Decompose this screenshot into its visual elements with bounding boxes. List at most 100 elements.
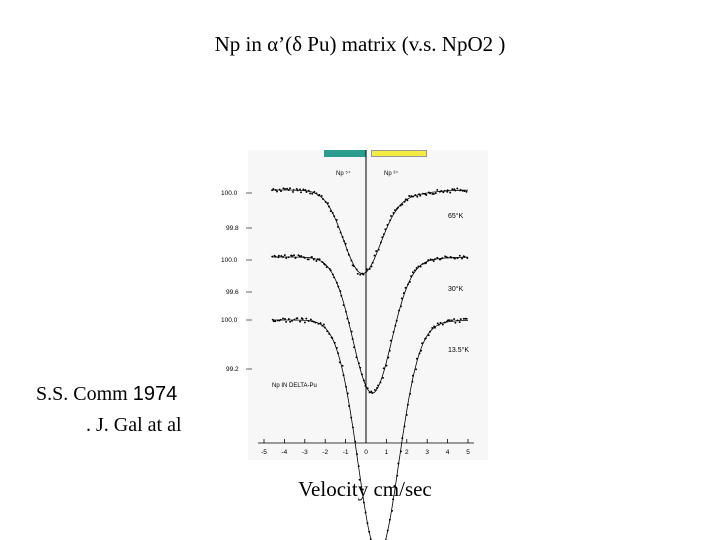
x-tick-label-10: 5 xyxy=(466,449,470,456)
data-point-s1 xyxy=(280,190,282,193)
data-point-s3 xyxy=(421,342,424,345)
x-tick-label-3: -2 xyxy=(322,449,328,456)
data-point-s1 xyxy=(414,194,417,197)
data-point-s1 xyxy=(375,250,378,253)
data-point-s2 xyxy=(389,339,392,342)
data-point-s3 xyxy=(282,317,284,320)
data-point-s3 xyxy=(458,321,461,324)
data-point-s3 xyxy=(285,320,288,323)
series-label-1: 65°K xyxy=(448,212,464,220)
data-point-s1 xyxy=(442,191,445,194)
data-point-s2 xyxy=(432,260,435,262)
data-point-s3 xyxy=(276,319,279,322)
data-point-s1 xyxy=(381,236,384,239)
data-point-s2 xyxy=(282,256,284,258)
data-point-s2 xyxy=(385,364,388,367)
data-point-s3 xyxy=(388,518,391,521)
data-point-s3 xyxy=(312,320,315,323)
data-point-s2 xyxy=(291,254,294,257)
y-tick-label-2: 99.8 xyxy=(226,225,239,232)
data-point-s1 xyxy=(365,270,368,273)
data-point-s1 xyxy=(339,231,342,234)
data-point-s2 xyxy=(335,281,338,284)
data-point-s3 xyxy=(437,323,440,326)
data-point-s1 xyxy=(436,188,439,191)
left-peak-label: Np ⁵⁺ xyxy=(336,170,351,177)
data-point-s3 xyxy=(397,462,400,465)
data-point-s1 xyxy=(431,192,434,195)
x-tick-label-4: -1 xyxy=(343,449,349,456)
data-point-s1 xyxy=(315,192,318,195)
data-point-s1 xyxy=(432,193,435,195)
chart-axes: -5 -4 -3 -2 -1 0 1 2 3 4 5 xyxy=(246,150,474,456)
data-point-s1 xyxy=(343,240,346,243)
data-point-s2 xyxy=(318,258,321,261)
x-tick-label-6: 1 xyxy=(385,449,389,456)
data-point-s1 xyxy=(289,187,291,190)
x-tick-label-1: -4 xyxy=(282,449,288,456)
data-point-s3 xyxy=(341,364,344,367)
data-point-s3 xyxy=(303,321,306,324)
slide-title: Np in α’(δ Pu) matrix (v.s. NpO2 ) xyxy=(214,32,506,56)
data-point-s3 xyxy=(328,332,331,335)
data-point-s3 xyxy=(400,450,402,453)
data-point-s2 xyxy=(446,256,449,259)
data-point-s2 xyxy=(294,257,297,259)
data-point-s2 xyxy=(271,255,274,258)
data-point-s2 xyxy=(377,384,379,387)
data-point-s2 xyxy=(421,262,424,265)
data-point-s1 xyxy=(300,191,302,194)
data-point-s1 xyxy=(313,190,316,193)
data-point-s3 xyxy=(322,323,325,326)
data-point-s3 xyxy=(364,511,367,514)
data-point-s2 xyxy=(351,338,354,340)
data-point-s2 xyxy=(340,294,343,297)
data-point-s2 xyxy=(366,387,369,390)
data-point-s1 xyxy=(408,195,411,197)
data-point-s3 xyxy=(291,319,293,322)
data-point-s3 xyxy=(436,322,439,325)
data-point-s2 xyxy=(387,356,390,359)
data-point-s2 xyxy=(376,387,378,389)
y-tick-label-3: 100.0 xyxy=(221,257,238,264)
y-tick-label-1: 100.0 xyxy=(221,190,238,197)
data-point-s1 xyxy=(397,206,400,209)
data-point-s2 xyxy=(348,321,351,324)
data-point-s3 xyxy=(418,352,421,355)
data-point-s3 xyxy=(401,437,404,440)
data-point-s1 xyxy=(324,201,327,203)
data-point-s3 xyxy=(462,317,465,320)
data-point-s1 xyxy=(321,197,324,200)
data-point-s2 xyxy=(315,260,318,262)
data-point-s3 xyxy=(427,334,430,337)
data-point-s2 xyxy=(425,261,428,264)
data-point-s2 xyxy=(368,391,371,394)
data-point-s3 xyxy=(411,380,414,383)
data-point-s3 xyxy=(346,392,349,395)
data-point-s2 xyxy=(280,255,283,257)
data-point-s1 xyxy=(320,194,323,197)
data-point-s1 xyxy=(453,188,456,191)
chart-marks xyxy=(271,187,469,540)
data-point-s2 xyxy=(285,257,288,259)
data-point-s2 xyxy=(395,319,398,322)
data-point-s3 xyxy=(345,385,348,388)
data-point-s2 xyxy=(379,381,382,384)
data-point-s3 xyxy=(439,321,442,324)
data-point-s1 xyxy=(365,268,368,271)
data-point-s1 xyxy=(371,261,374,264)
data-point-s1 xyxy=(443,189,446,192)
data-point-s3 xyxy=(358,478,361,481)
data-point-s1 xyxy=(410,195,413,198)
reference-author: S.S. Comm xyxy=(36,383,133,405)
data-point-s2 xyxy=(298,255,301,258)
data-point-s3 xyxy=(362,501,365,504)
data-point-s2 xyxy=(345,310,347,313)
data-point-s2 xyxy=(300,255,303,258)
data-point-s2 xyxy=(362,379,365,382)
data-point-s3 xyxy=(448,319,451,322)
data-point-s2 xyxy=(454,257,456,260)
data-point-s3 xyxy=(415,368,418,371)
data-point-s3 xyxy=(396,474,399,477)
